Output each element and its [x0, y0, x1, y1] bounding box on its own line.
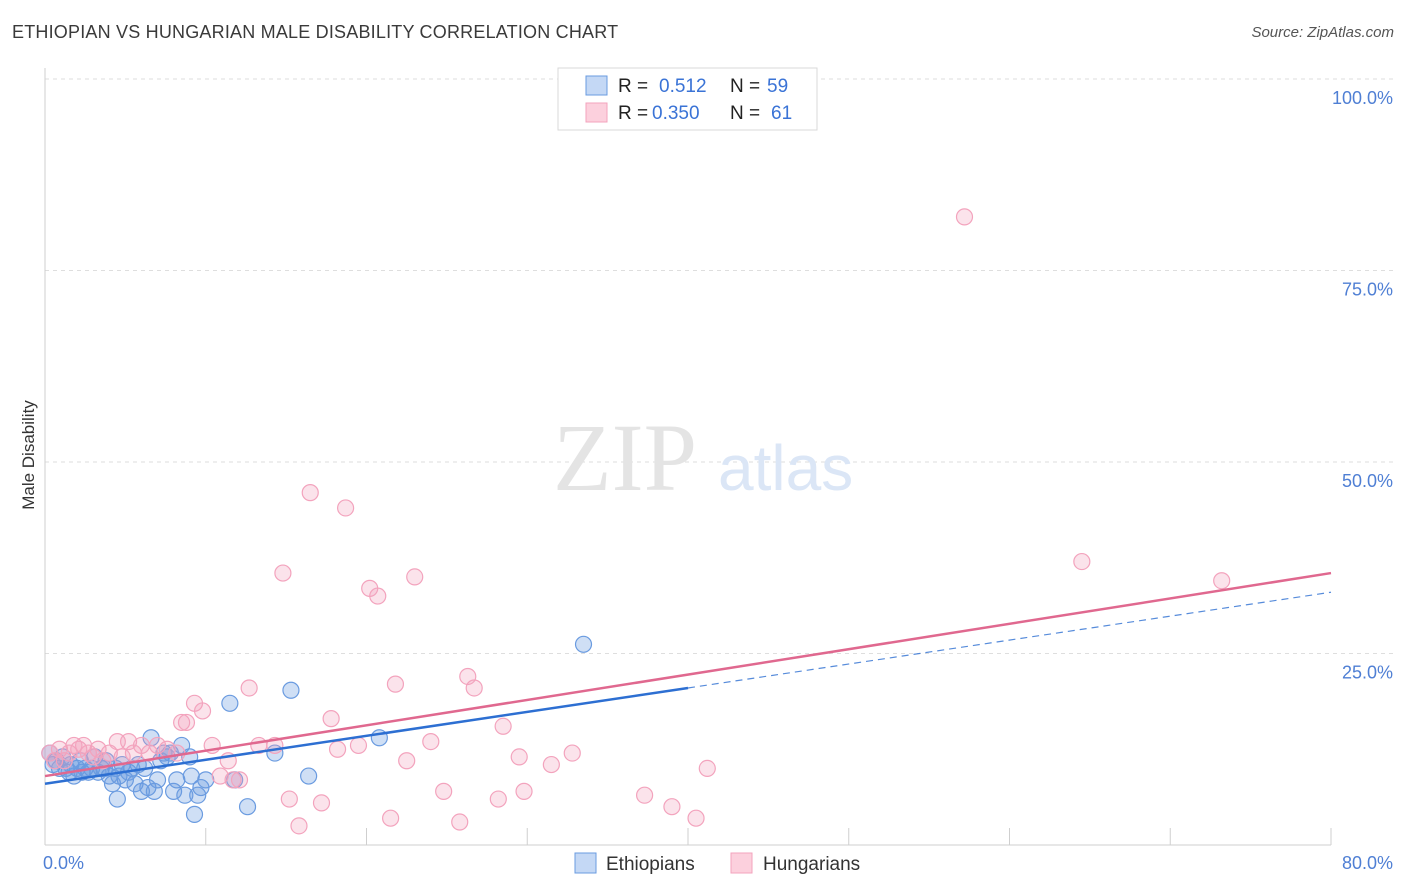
- x-tick-label: 0.0%: [43, 853, 84, 873]
- hungarians-point: [322, 710, 340, 728]
- hungarians-point: [422, 732, 440, 751]
- hungarians-point: [312, 794, 331, 812]
- legend-n-value-2: 61: [771, 103, 792, 124]
- ethiopians-point: [282, 681, 300, 699]
- hungarians-point: [224, 771, 242, 789]
- chart-title: ETHIOPIAN VS HUNGARIAN MALE DISABILITY C…: [12, 22, 619, 42]
- hungarians-point: [290, 817, 308, 835]
- ethiopians-point: [221, 694, 239, 712]
- hungarians-point: [687, 809, 705, 827]
- bottom-legend-swatch-hungarians: [730, 852, 753, 874]
- hungarians-point: [193, 702, 212, 720]
- hungarians-point: [148, 736, 167, 755]
- legend-n-label-1: N =: [730, 76, 760, 97]
- hungarians-point: [489, 790, 507, 808]
- hungarians-point: [337, 499, 355, 517]
- legend-r-value-2: 0.350: [652, 103, 700, 124]
- watermark-zip: ZIP: [553, 404, 697, 511]
- legend-n-value-1: 59: [767, 76, 788, 97]
- hungarians-point: [168, 744, 186, 762]
- legend-swatch-hungarians: [585, 102, 608, 123]
- hungarians-point: [515, 782, 533, 800]
- hungarians-point: [510, 748, 528, 766]
- hungarians-point: [177, 713, 196, 732]
- hungarians-point: [698, 759, 716, 778]
- hungarians-point: [435, 782, 453, 800]
- hungarians-point: [240, 679, 258, 697]
- y-tick-label: 50.0%: [1342, 471, 1393, 491]
- y-tick-labels: 25.0% 50.0% 75.0% 100.0%: [1332, 88, 1393, 683]
- hungarians-point: [328, 740, 347, 758]
- y-tick-label: 25.0%: [1342, 663, 1393, 683]
- hungarians-point: [173, 713, 191, 732]
- hungarians-point: [211, 767, 229, 785]
- ethiopians-trend-extension: [687, 591, 1332, 689]
- hungarians-point: [451, 813, 469, 831]
- hungarians-point: [398, 752, 416, 770]
- hungarians-point: [280, 790, 298, 808]
- ethiopians-point: [300, 767, 318, 785]
- hungarians-points: [41, 208, 1231, 835]
- ethiopians-point: [185, 805, 204, 823]
- ethiopians-point: [574, 635, 593, 653]
- y-tick-label: 100.0%: [1332, 88, 1393, 108]
- y-tick-label: 75.0%: [1342, 280, 1393, 300]
- legend-r-value-1: 0.512: [659, 76, 707, 97]
- hungarians-point: [369, 587, 387, 605]
- hungarians-point: [1213, 572, 1231, 590]
- x-tick-label: 80.0%: [1342, 853, 1393, 873]
- ethiopians-point: [148, 771, 167, 789]
- hungarians-point: [349, 736, 368, 755]
- grid-lines: [45, 78, 1393, 654]
- hungarians-point: [563, 744, 581, 762]
- hungarians-point: [301, 484, 319, 502]
- legend-r-label-2: R =: [618, 103, 648, 124]
- hungarians-point: [274, 564, 292, 582]
- ethiopians-trend-line: [44, 686, 689, 785]
- hungarians-point: [230, 771, 249, 789]
- ethiopians-point: [176, 786, 194, 804]
- ethiopians-point: [108, 790, 126, 808]
- legend-n-label-2: N =: [730, 103, 760, 124]
- watermark: ZIP atlas: [553, 404, 853, 511]
- hungarians-point: [955, 208, 974, 226]
- ethiopians-point: [238, 798, 257, 816]
- hungarians-point: [542, 755, 560, 774]
- ethiopians-point: [168, 771, 186, 789]
- watermark-atlas: atlas: [718, 432, 853, 504]
- stats-legend: R = 0.512 N = 59 R = 0.350 N = 61: [557, 67, 818, 131]
- legend-r-label-1: R =: [618, 76, 648, 97]
- hungarians-point: [382, 809, 400, 827]
- bottom-legend-hungarians: Hungarians: [763, 854, 860, 875]
- x-tick-labels: 0.0% 80.0%: [43, 853, 1393, 873]
- series-legend: Ethiopians Hungarians: [574, 852, 860, 875]
- y-axis-label: Male Disability: [19, 400, 38, 510]
- hungarians-point: [465, 679, 483, 697]
- hungarians-point: [663, 798, 681, 816]
- legend-swatch-ethiopians: [585, 75, 608, 96]
- hungarians-point: [406, 568, 424, 586]
- hungarians-point: [386, 675, 405, 693]
- hungarians-point: [494, 717, 512, 735]
- hungarians-trend-line: [44, 571, 1332, 778]
- source-credit: Source: ZipAtlas.com: [1251, 24, 1394, 41]
- hungarians-point: [1073, 552, 1091, 571]
- bottom-legend-ethiopians: Ethiopians: [606, 854, 695, 875]
- bottom-legend-swatch-ethiopians: [574, 852, 597, 874]
- axes: [44, 68, 1332, 846]
- trend-lines: [44, 571, 1332, 785]
- ethiopians-point: [197, 771, 215, 789]
- hungarians-point: [635, 786, 654, 804]
